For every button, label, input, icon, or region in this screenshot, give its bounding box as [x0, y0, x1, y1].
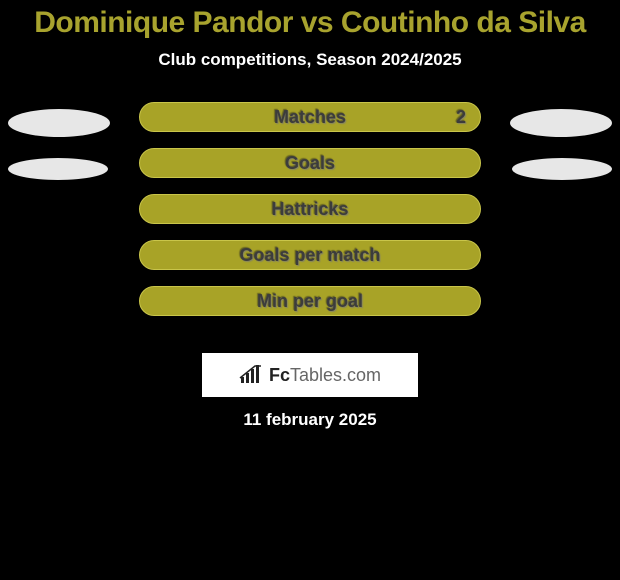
stat-label: Goals per match	[239, 245, 380, 266]
fctables-chart-icon	[239, 365, 265, 385]
stat-pill: Hattricks	[139, 194, 481, 224]
date-label: 11 february 2025	[243, 410, 376, 430]
stat-row: Goals per match	[0, 238, 620, 284]
fctables-logo-text: FcTables.com	[269, 365, 381, 386]
stat-right-value: 2	[456, 107, 466, 128]
right-player-ellipse	[510, 109, 612, 137]
stat-rows: Matches 2 Goals Hattricks Goals per match Min…	[0, 100, 620, 330]
stat-row: Matches 2	[0, 100, 620, 146]
stat-label: Goals	[285, 153, 335, 174]
comparison-container: Dominique Pandor vs Coutinho da Silva Cl…	[0, 0, 620, 580]
page-title: Dominique Pandor vs Coutinho da Silva	[0, 0, 620, 40]
left-player-ellipse	[8, 158, 108, 180]
fctables-logo-box: FcTables.com	[202, 353, 418, 397]
stat-pill: Matches 2	[139, 102, 481, 132]
stat-row: Min per goal	[0, 284, 620, 330]
right-player-ellipse	[512, 158, 612, 180]
stat-label: Matches	[274, 107, 346, 128]
logo-prefix: Fc	[269, 365, 290, 385]
page-subtitle: Club competitions, Season 2024/2025	[0, 50, 620, 70]
stat-row: Hattricks	[0, 192, 620, 238]
stat-pill: Min per goal	[139, 286, 481, 316]
logo-suffix: .com	[342, 365, 381, 385]
left-player-ellipse	[8, 109, 110, 137]
stat-pill: Goals per match	[139, 240, 481, 270]
logo-main: Tables	[290, 365, 342, 385]
stat-pill: Goals	[139, 148, 481, 178]
stat-label: Hattricks	[271, 199, 348, 220]
stat-row: Goals	[0, 146, 620, 192]
stat-label: Min per goal	[257, 291, 363, 312]
